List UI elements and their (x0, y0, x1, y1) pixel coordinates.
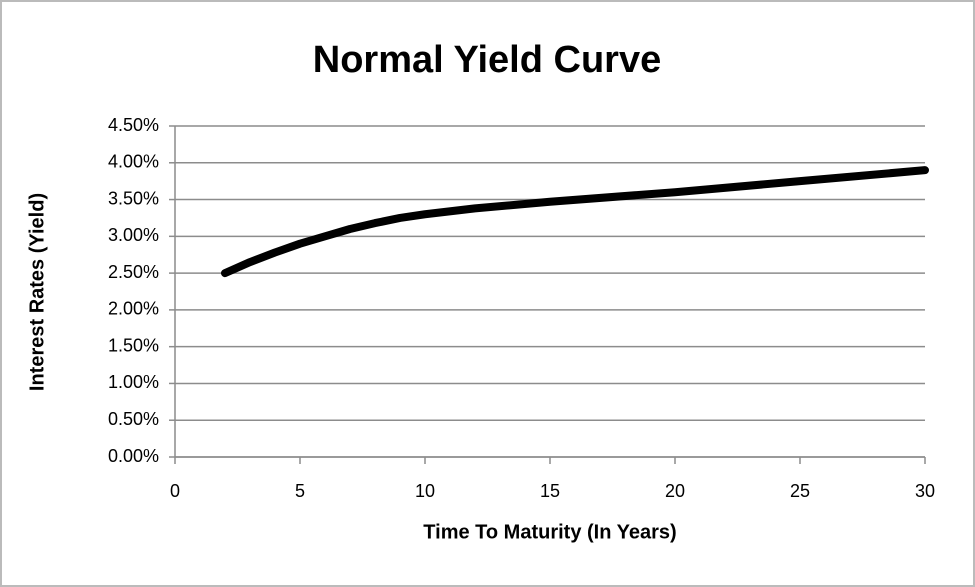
x-tick-label: 25 (790, 481, 810, 501)
y-tick-label: 0.50% (108, 409, 159, 429)
y-tick-label: 3.50% (108, 188, 159, 208)
x-tick-label: 15 (540, 481, 560, 501)
y-tick-label: 0.00% (108, 446, 159, 466)
y-tick-label: 4.50% (108, 115, 159, 135)
y-tick-label: 3.00% (108, 225, 159, 245)
x-tick-label: 10 (415, 481, 435, 501)
chart-title: Normal Yield Curve (313, 39, 661, 81)
y-tick-label: 2.00% (108, 299, 159, 319)
x-axis-label: Time To Maturity (In Years) (423, 521, 676, 543)
y-tick-label: 2.50% (108, 262, 159, 282)
x-tick-label: 5 (295, 481, 305, 501)
y-axis-label: Interest Rates (Yield) (26, 193, 48, 391)
x-tick-label: 30 (915, 481, 935, 501)
x-tick-label: 0 (170, 481, 180, 501)
x-tick-label: 20 (665, 481, 685, 501)
y-tick-label: 1.00% (108, 372, 159, 392)
yield-line (221, 166, 929, 278)
y-tick-label: 4.00% (108, 152, 159, 172)
y-tick-label: 1.50% (108, 335, 159, 355)
